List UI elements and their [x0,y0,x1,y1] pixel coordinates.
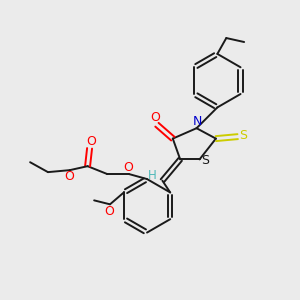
Text: S: S [202,154,209,167]
Text: O: O [87,135,97,148]
Text: S: S [240,129,248,142]
Text: O: O [123,161,133,174]
Text: H: H [148,169,157,182]
Text: O: O [104,205,114,218]
Text: N: N [193,115,202,128]
Text: O: O [150,111,160,124]
Text: O: O [64,169,74,183]
